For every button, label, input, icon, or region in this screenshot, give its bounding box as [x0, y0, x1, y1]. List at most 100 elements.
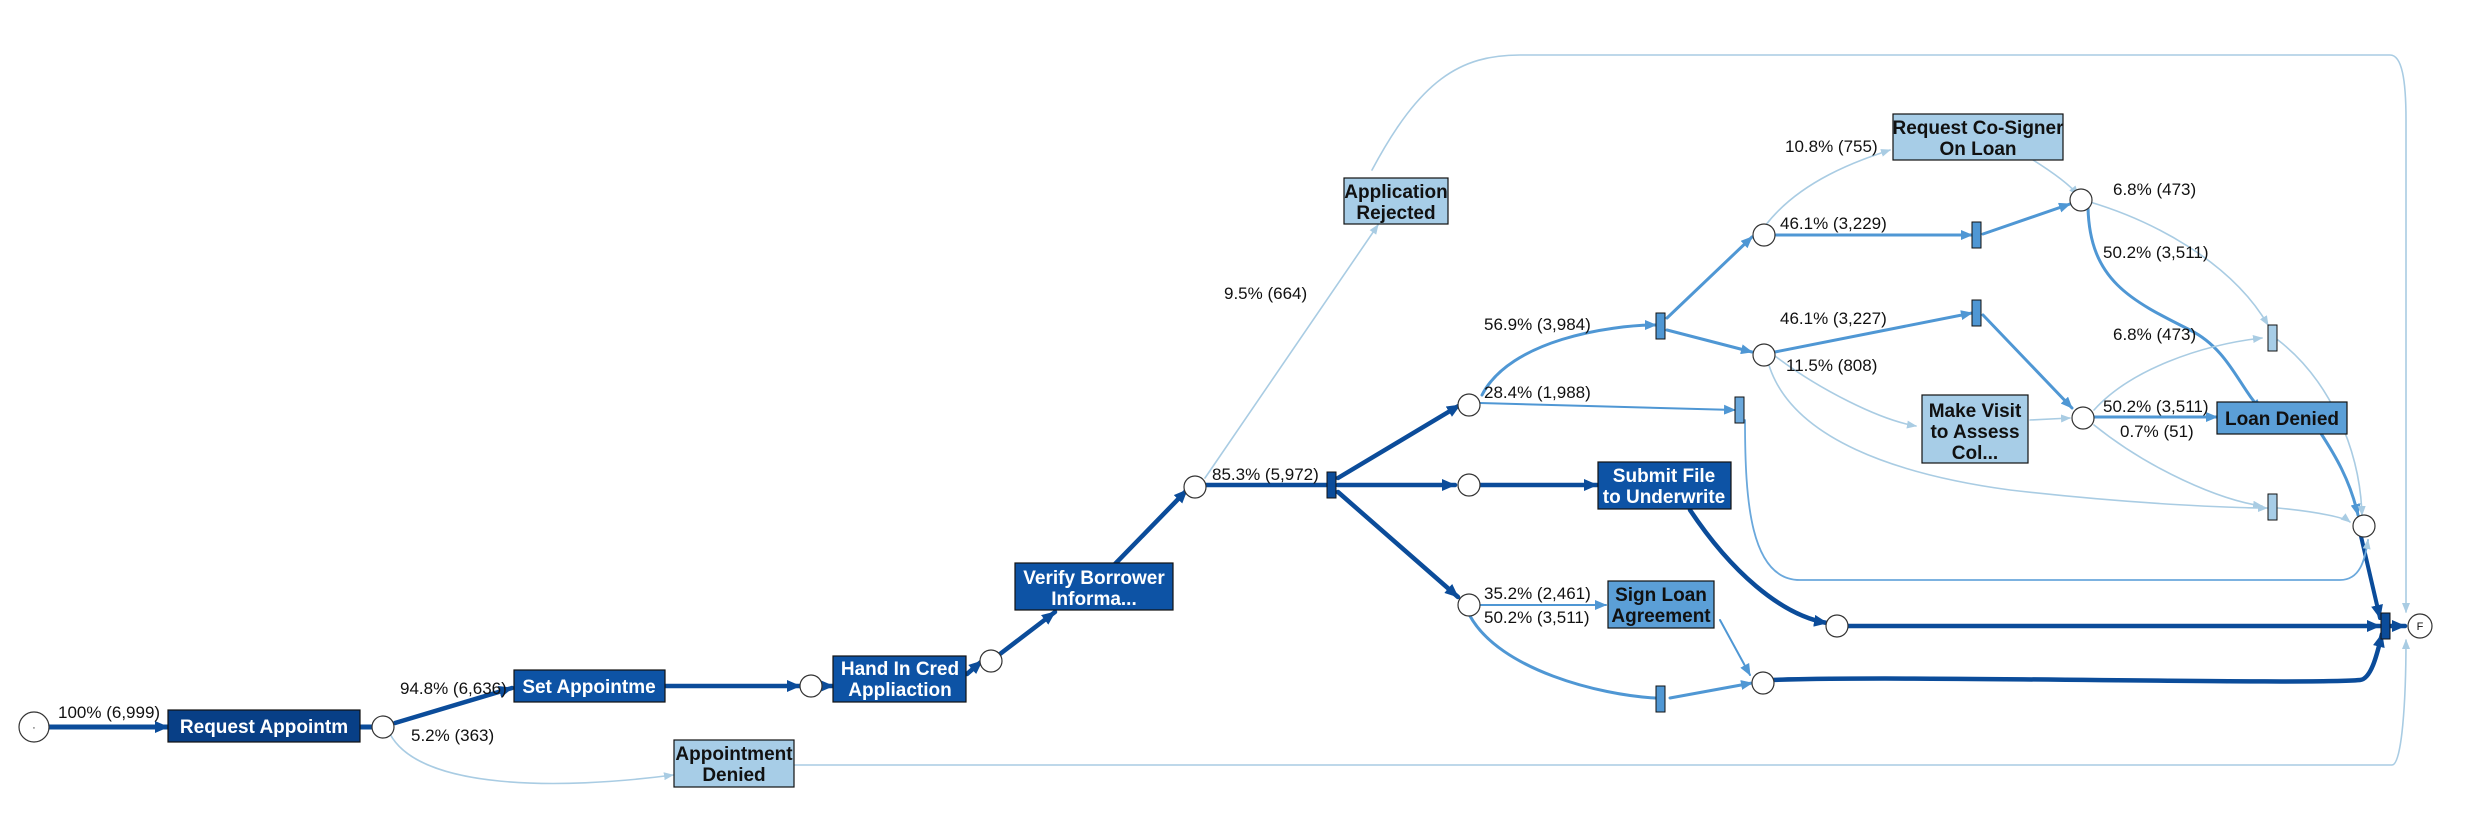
task-submit-file[interactable]: Submit File to Underwrite [1597, 461, 1732, 510]
edge-verify-to-place [1112, 487, 1190, 567]
task-request-appointment[interactable]: Request Appointm [167, 709, 361, 743]
edge-label-right-c: 6.8% (473) [2113, 325, 2196, 344]
edge-gateway-to-top-place [1665, 235, 1754, 320]
edge-top-right-to-gateway [2089, 201, 2269, 326]
edge-loan-denied-to-place [2318, 430, 2361, 517]
task-label-line: Request Co-Signer [1892, 118, 2064, 139]
place-upper [1457, 393, 1481, 417]
task-application-rejected[interactable]: Application Rejected [1343, 177, 1449, 225]
edge-split-lower [1335, 489, 1461, 600]
edge-sign-to-place [1719, 619, 1751, 676]
svg-text:Informa...: Informa... [1051, 589, 1137, 610]
edge-rejected-loop [1371, 54, 2410, 613]
place-lower [1457, 593, 1481, 617]
task-label-line: Denied [702, 765, 765, 786]
place-after-hand-in [979, 649, 1003, 673]
svg-text:Appointment: Appointment [675, 744, 793, 765]
task-label-line: Col... [1952, 443, 1998, 464]
edge-label-verify-split: 85.3% (5,972) [1212, 465, 1319, 484]
task-hand-in-credit[interactable]: Hand In Cred Appliaction [832, 655, 967, 703]
edge-label-right-b: 50.2% (3,511) [2103, 243, 2209, 262]
edge-label-top-a: 46.1% (3,229) [1780, 214, 1887, 233]
gateway-middle [1734, 396, 1745, 424]
task-label-line: Set Appointme [522, 677, 655, 698]
edge-label-application-rejected: 9.5% (664) [1224, 284, 1307, 303]
edge-to-appointment-denied [389, 733, 674, 785]
edge-top-right-to-loan-denied [2086, 206, 2264, 412]
task-label-line: to Assess [1930, 422, 2019, 443]
place-after-request [371, 715, 395, 739]
svg-text:Request Appointm: Request Appointm [180, 717, 348, 738]
edge-appointment-denied-to-end [794, 639, 2410, 766]
task-appointment-denied[interactable]: Appointment Denied [673, 739, 795, 788]
task-label-line: Appliaction [848, 680, 951, 701]
svg-text:Application: Application [1344, 182, 1447, 203]
edge-label-upper-branch: 56.9% (3,984) [1484, 315, 1591, 334]
place-second-branch [1752, 343, 1776, 367]
task-label-line: Application [1344, 182, 1447, 203]
task-label-line: Hand In Cred [841, 659, 959, 680]
task-request-cosigner[interactable]: Request Co-Signer On Loan [1892, 113, 2064, 161]
place-after-verify [1183, 475, 1207, 499]
task-label-line: Submit File [1613, 466, 1715, 487]
task-loan-denied[interactable]: Loan Denied [2216, 401, 2348, 435]
edge-right-place-to-upper-gateway [2093, 335, 2263, 411]
svg-text:Appliaction: Appliaction [848, 680, 951, 701]
task-make-visit[interactable]: Make Visit to Assess Col... [1921, 394, 2029, 464]
tasks: Request Appointm Set Appointme Hand In C… [167, 113, 2348, 788]
svg-text:Loan Denied: Loan Denied [2225, 409, 2339, 430]
place-top-right [2069, 188, 2093, 212]
gateway-second [1971, 299, 1982, 327]
edge-upper-to-top-gateway [1480, 320, 1658, 397]
edge-label-middle-upper: 28.4% (1,988) [1484, 383, 1591, 402]
gateway-right-upper [2267, 324, 2278, 352]
edge-to-verify [997, 609, 1058, 657]
svg-text:Request Co-Signer: Request Co-Signer [1892, 118, 2064, 139]
edge-hand-in-place [964, 658, 985, 677]
edge-label-right-d: 50.2% (3,511) [2103, 397, 2209, 416]
gateway-verify-split [1326, 471, 1337, 499]
edge-lower-place-long-loop [1767, 361, 2268, 512]
gateway-lower [1655, 685, 1666, 713]
edge-label-right-e: 0.7% (51) [2120, 422, 2194, 441]
edge-to-set-appointment [392, 685, 515, 726]
svg-text:Make Visit: Make Visit [1929, 401, 2022, 422]
edge-label-set-appointment: 94.8% (6,636) [400, 679, 507, 698]
task-sign-loan[interactable]: Sign Loan Agreement [1607, 580, 1715, 629]
svg-text:Col...: Col... [1952, 443, 1998, 464]
edge-gateway-to-lower-place [1665, 328, 1754, 355]
task-set-appointment[interactable]: Set Appointme [513, 669, 666, 703]
task-label-line: to Underwrite [1603, 487, 1725, 508]
svg-text:Submit File: Submit File [1613, 466, 1715, 487]
svg-text:Sign Loan: Sign Loan [1615, 585, 1707, 606]
edges [44, 54, 2410, 785]
end-place [2407, 613, 2433, 639]
edge-label-lower-b: 50.2% (3,511) [1484, 608, 1590, 627]
edge-label-make-visit: 11.5% (808) [1786, 356, 1877, 375]
edge-lower-place-to-gateway [1773, 310, 1974, 354]
edge-label-cosigner: 10.8% (755) [1785, 137, 1878, 156]
gateway-final [2380, 612, 2391, 640]
gateway-right-lower [2267, 493, 2278, 521]
task-label-line: Loan Denied [2225, 409, 2339, 430]
task-label-line: Sign Loan [1615, 585, 1707, 606]
svg-text:On Loan: On Loan [1939, 139, 2016, 160]
edge-label-right-a: 6.8% (473) [2113, 180, 2196, 199]
task-verify-borrower[interactable]: Verify Borrower Informa... [1014, 562, 1174, 611]
start-place [18, 711, 50, 743]
edge-right-place-to-end [2358, 530, 2383, 620]
edge-split-upper [1335, 402, 1463, 481]
edge-lower-gateway-to-place [1981, 313, 2074, 410]
edge-label-lower-a: 35.2% (2,461) [1484, 584, 1591, 603]
place-after-sign [1751, 671, 1775, 695]
edge-label-start: 100% (6,999) [58, 703, 160, 722]
task-label-line: Rejected [1356, 203, 1435, 224]
edge-lower-to-gateway [1468, 614, 1657, 700]
svg-text:Verify Borrower: Verify Borrower [1023, 568, 1165, 589]
places: · F [18, 188, 2433, 743]
edge-label-top-b: 46.1% (3,227) [1780, 309, 1887, 328]
place-after-set [799, 674, 823, 698]
svg-text:Agreement: Agreement [1611, 606, 1711, 627]
svg-text:to Underwrite: to Underwrite [1603, 487, 1725, 508]
